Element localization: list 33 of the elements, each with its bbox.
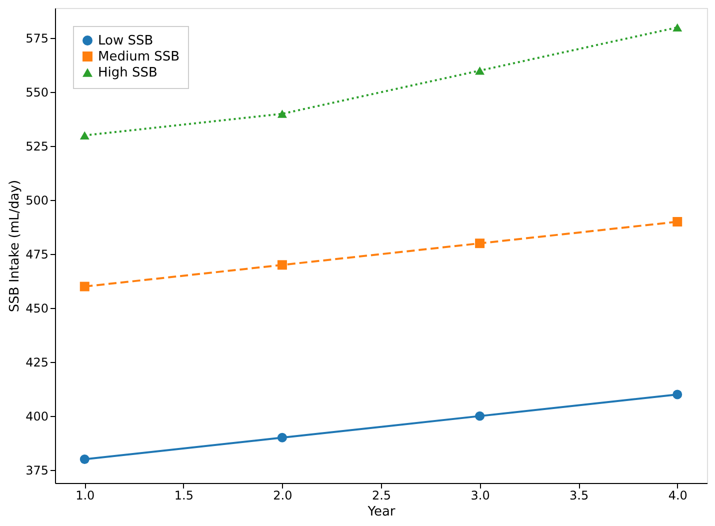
point	[475, 66, 485, 75]
y-tick-label: 575	[26, 32, 48, 46]
y-tick-label: 450	[26, 302, 48, 316]
point	[277, 432, 287, 442]
x-axis-title: Year	[366, 504, 396, 520]
x-tick-label: 1.0	[76, 488, 95, 502]
x-tick-label: 3.0	[470, 488, 490, 502]
point	[80, 454, 90, 464]
y-tick-label: 475	[26, 248, 48, 262]
point	[277, 260, 287, 270]
legend-label: Low SSB	[98, 34, 154, 48]
point	[277, 110, 287, 118]
point	[475, 238, 485, 248]
x-tick-label: 2.0	[273, 488, 292, 502]
point	[672, 390, 682, 400]
y-axis-title: SSB Intake (mL/day)	[8, 180, 23, 312]
point	[475, 411, 485, 421]
point	[672, 23, 682, 32]
x-tick-label: 3.5	[570, 488, 589, 502]
x-tick-label: 2.5	[372, 488, 392, 502]
y-tick-label: 550	[26, 86, 48, 100]
point	[672, 217, 682, 226]
y-tick-label: 425	[26, 356, 48, 370]
x-tick-label: 4.0	[668, 488, 688, 502]
legend-label: High SSB	[98, 66, 158, 80]
y-tick-label: 500	[26, 194, 48, 208]
y-tick-label: 400	[26, 410, 48, 424]
legend-label: Medium SSB	[98, 50, 180, 64]
y-tick-label: 525	[26, 140, 48, 154]
point	[80, 131, 90, 140]
y-tick-label: 375	[26, 464, 48, 478]
x-tick-label: 1.5	[174, 488, 194, 502]
point	[80, 282, 90, 292]
